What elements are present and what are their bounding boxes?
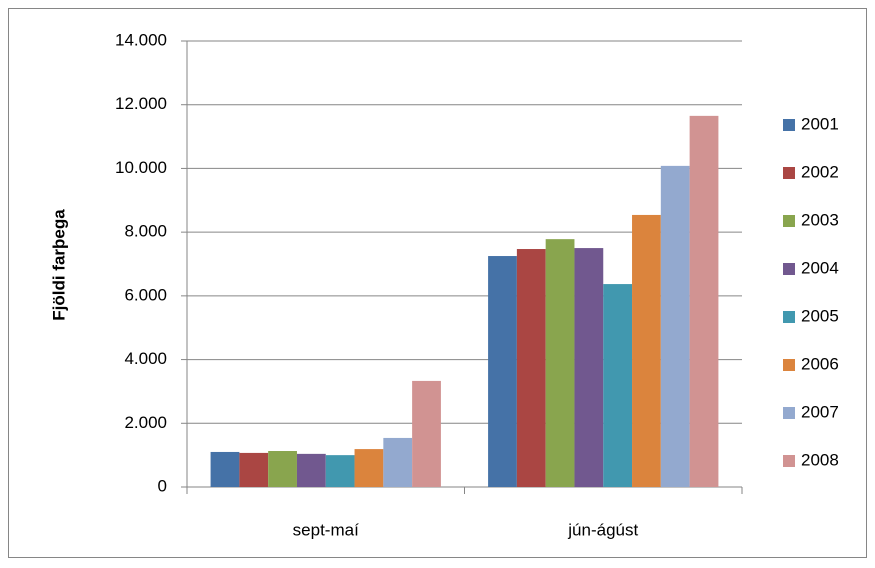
x-tick-label: sept-maí [293,520,359,539]
x-tick-label: jún-ágúst [567,520,638,539]
bar [603,284,633,487]
bar [354,449,384,487]
y-tick-label: 6.000 [124,285,167,304]
legend-label: 2008 [801,450,839,469]
legend-swatch [783,359,795,371]
legend-label: 2007 [801,402,839,421]
bar [383,437,413,487]
bar [574,248,604,487]
bar [210,451,240,487]
bar [545,239,575,487]
bar [268,451,297,487]
bar [632,214,661,487]
bar [239,452,269,487]
bar [660,165,690,487]
y-tick-label: 12.000 [115,94,167,113]
bar [689,115,719,487]
y-tick-label: 0 [158,476,167,495]
y-axis-title: Fjöldi farþega [49,209,68,321]
legend-label: 2006 [801,354,839,373]
legend-swatch [783,215,795,227]
legend-label: 2002 [801,162,839,181]
legend-swatch [783,119,795,131]
bar [296,453,326,487]
legend-label: 2004 [801,258,839,277]
bar [412,380,441,487]
legend-swatch [783,455,795,467]
bar [516,249,546,487]
y-tick-label: 10.000 [115,158,167,177]
y-tick-label: 2.000 [124,413,167,432]
y-tick-label: 14.000 [115,30,167,49]
bar [325,455,355,487]
legend-label: 2001 [801,114,839,133]
legend-label: 2003 [801,210,839,229]
legend-swatch [783,407,795,419]
bar [488,256,517,487]
y-tick-label: 4.000 [124,349,167,368]
legend-label: 2005 [801,306,839,325]
legend-swatch [783,263,795,275]
legend-swatch [783,167,795,179]
y-tick-label: 8.000 [124,222,167,241]
legend-swatch [783,311,795,323]
